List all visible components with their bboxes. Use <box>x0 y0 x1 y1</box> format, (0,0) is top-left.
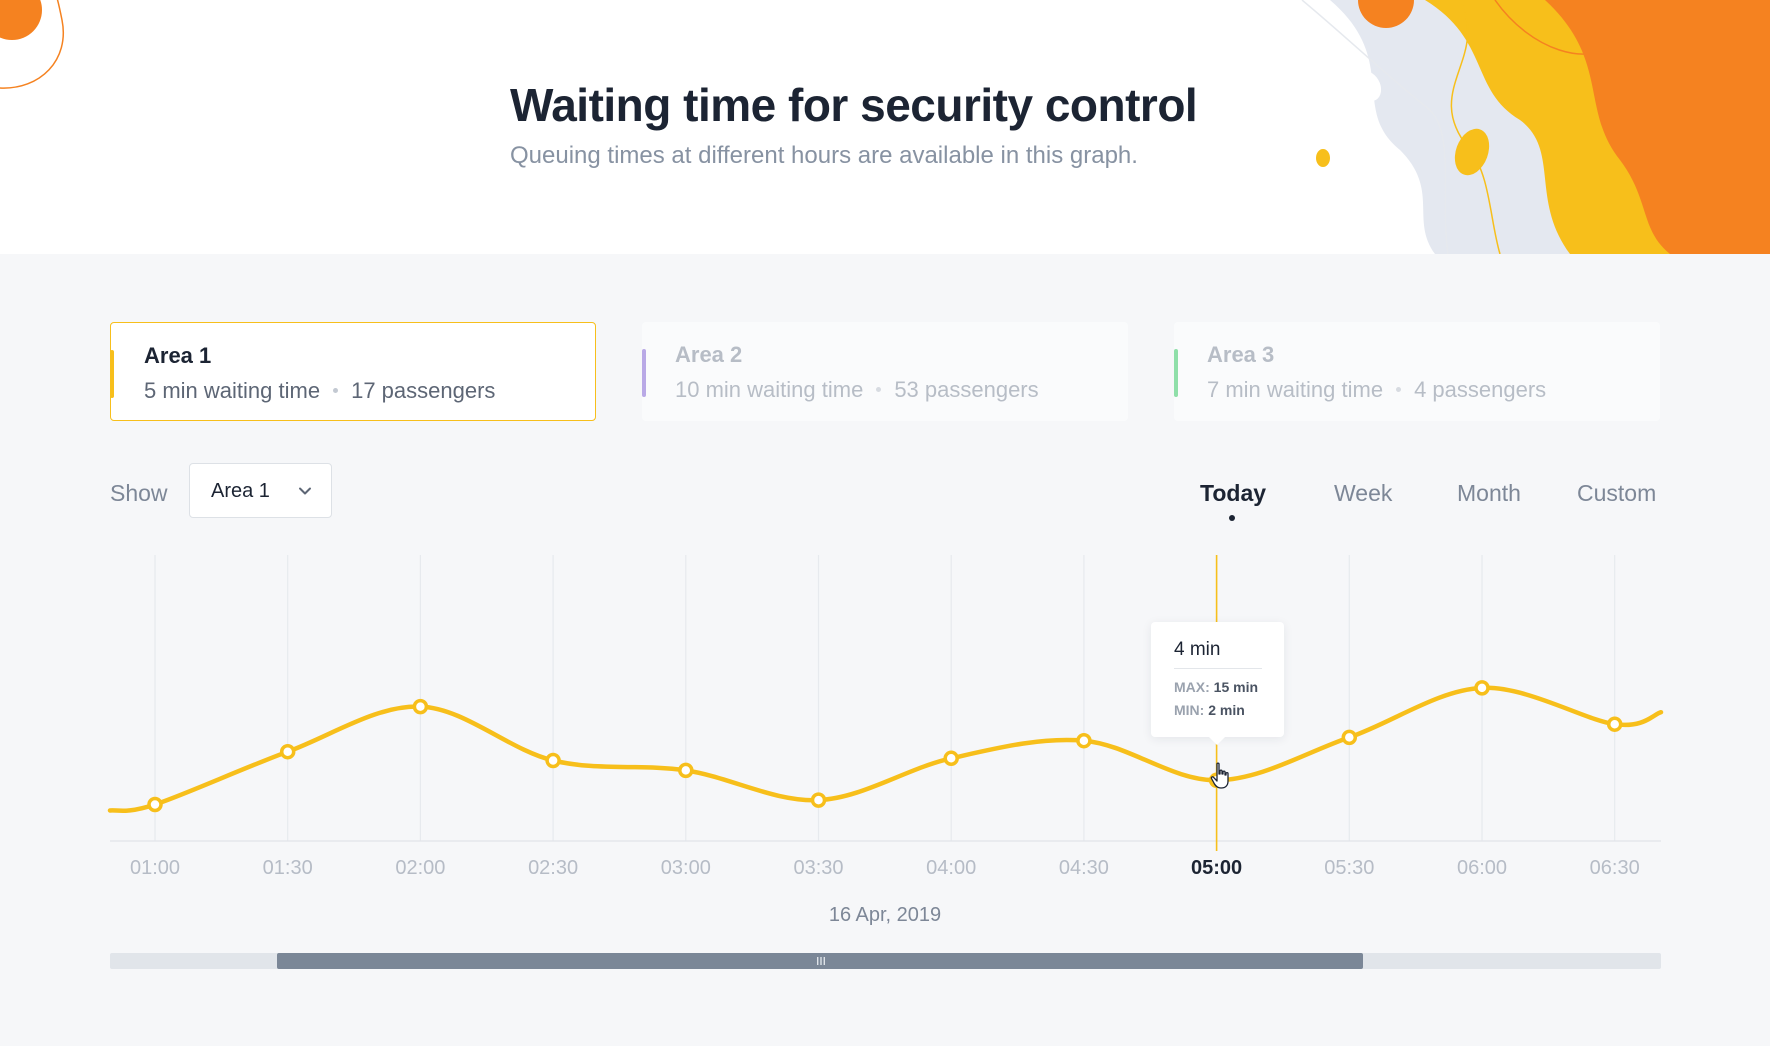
chevron-down-icon <box>299 487 311 495</box>
x-tick-label: 04:30 <box>1058 857 1109 879</box>
timeline-scroll-thumb[interactable] <box>277 953 1363 969</box>
area-passengers: 4 passengers <box>1414 377 1547 402</box>
data-point <box>943 750 959 767</box>
x-tick-label: 01:00 <box>129 857 181 879</box>
area-card-2[interactable]: Area 2 10 min waiting time 53 passengers <box>642 322 1128 421</box>
tooltip-max-label: MAX: <box>1174 679 1210 695</box>
area-passengers: 53 passengers <box>894 377 1039 402</box>
data-point <box>412 698 429 715</box>
area-select-value: Area 1 <box>211 480 270 502</box>
x-tick-label: 06:00 <box>1456 857 1508 879</box>
separator-dot <box>876 386 882 392</box>
x-tick-label: 01:30 <box>262 857 313 879</box>
area-stats: 10 min waiting time 53 passengers <box>675 377 1039 403</box>
area-card-1[interactable]: Area 1 5 min waiting time 17 passengers <box>109 322 596 421</box>
chart-tooltip: 4 min MAX: 15 min MIN: 2 min <box>1151 622 1284 745</box>
area-select[interactable]: Area 1 <box>189 463 332 518</box>
data-point <box>1076 732 1092 749</box>
grip-icon <box>817 957 825 965</box>
tooltip-divider <box>1174 668 1262 669</box>
area-waiting-time: 5 min waiting time <box>144 378 321 403</box>
x-tick-label: 02:30 <box>528 857 579 879</box>
x-tick-label: 02:00 <box>395 857 446 879</box>
x-tick-label: 06:30 <box>1589 857 1640 879</box>
area-color-bar <box>1174 349 1178 397</box>
data-point <box>1474 680 1490 696</box>
data-point <box>147 796 163 813</box>
data-point <box>1606 716 1623 732</box>
waiting-time-chart <box>0 540 1770 940</box>
tab-week[interactable]: Week <box>1334 480 1393 506</box>
separator-dot <box>1396 386 1402 392</box>
tooltip-value: 4 min <box>1174 639 1221 660</box>
tab-month[interactable]: Month <box>1457 480 1521 506</box>
tooltip-min-value: 2 min <box>1208 702 1245 718</box>
x-tick-label: 05:00 <box>1191 857 1243 879</box>
tooltip-max: MAX: 15 min <box>1174 679 1258 695</box>
show-label: Show <box>110 480 168 506</box>
page-title: Waiting time for security control <box>510 79 1198 131</box>
data-point <box>279 743 296 760</box>
x-tick-label: 03:00 <box>660 857 711 879</box>
tooltip-max-value: 15 min <box>1213 679 1259 695</box>
area-stats: 7 min waiting time 4 passengers <box>1207 377 1546 403</box>
area-name: Area 2 <box>675 342 743 367</box>
decorative-blob-right <box>1301 0 1770 254</box>
area-passengers: 17 passengers <box>351 378 496 403</box>
tooltip-min-label: MIN: <box>1174 702 1205 718</box>
decorative-blob-left <box>0 0 64 89</box>
tab-today[interactable]: Today <box>1200 480 1267 506</box>
area-card-3[interactable]: Area 3 7 min waiting time 4 passengers <box>1174 322 1660 421</box>
page-subtitle: Queuing times at different hours are ava… <box>510 142 1138 169</box>
area-name: Area 3 <box>1207 342 1275 367</box>
x-tick-label: 05:30 <box>1324 857 1375 879</box>
x-tick-label: 04:00 <box>926 857 977 879</box>
data-point <box>678 762 694 779</box>
header: Waiting time for security control Queuin… <box>0 0 1770 254</box>
tab-custom[interactable]: Custom <box>1577 480 1657 506</box>
area-color-bar <box>109 350 114 398</box>
area-name: Area 1 <box>144 343 212 368</box>
x-tick-label: 03:30 <box>793 857 844 879</box>
area-stats: 5 min waiting time 17 passengers <box>144 378 495 404</box>
data-line <box>107 685 1664 814</box>
active-tab-indicator <box>1229 515 1235 521</box>
chart-date-label: 16 Apr, 2019 <box>828 904 942 926</box>
area-waiting-time: 10 min waiting time <box>675 377 864 402</box>
tooltip-min: MIN: 2 min <box>1174 702 1245 718</box>
data-point <box>810 792 827 808</box>
hand-pointer-icon <box>1210 762 1229 789</box>
area-color-bar <box>642 349 646 397</box>
area-waiting-time: 7 min waiting time <box>1207 377 1384 402</box>
data-point <box>1341 729 1358 746</box>
data-point <box>545 752 561 769</box>
chart-plot-area <box>107 555 1664 851</box>
separator-dot <box>333 387 339 393</box>
